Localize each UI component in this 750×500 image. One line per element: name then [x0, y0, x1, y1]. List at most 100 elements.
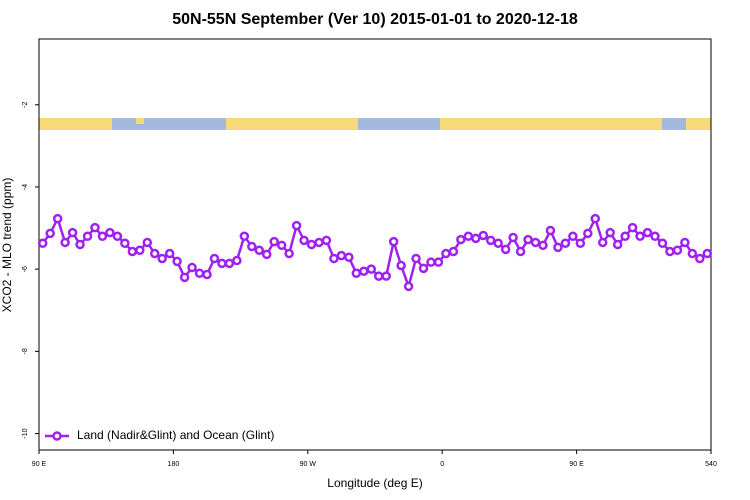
point — [642, 227, 653, 238]
point — [314, 237, 324, 248]
point — [67, 227, 78, 238]
legend-marker — [52, 431, 62, 441]
point — [299, 235, 309, 246]
y-tick-label: -8 — [22, 348, 29, 354]
point — [120, 238, 130, 249]
point — [583, 228, 593, 239]
y-tick-label: -6 — [22, 266, 29, 272]
point — [687, 248, 698, 259]
point — [590, 213, 601, 224]
land-ocean-band — [39, 118, 711, 130]
point — [276, 240, 287, 251]
point — [37, 238, 48, 249]
point — [568, 231, 578, 242]
point — [373, 271, 384, 281]
point — [239, 231, 250, 242]
point — [500, 244, 511, 255]
x-tick-label: 540 — [705, 461, 717, 468]
point — [254, 245, 265, 256]
point — [493, 238, 503, 249]
point — [381, 271, 391, 281]
point — [157, 253, 167, 264]
point — [680, 237, 690, 248]
point — [605, 227, 615, 238]
point — [202, 269, 212, 280]
point — [635, 231, 645, 242]
point — [560, 238, 571, 249]
point — [90, 222, 100, 233]
plot-frame — [38, 38, 712, 451]
point — [164, 248, 175, 259]
point — [194, 268, 205, 279]
point — [650, 231, 660, 242]
point — [135, 245, 145, 256]
x-tick-label: 180 — [168, 461, 180, 468]
point — [291, 220, 302, 231]
point — [672, 245, 683, 256]
point — [359, 266, 369, 276]
y-tick-label: -2 — [22, 102, 29, 108]
point — [336, 250, 347, 261]
point — [97, 231, 108, 242]
point — [597, 237, 608, 248]
point — [530, 237, 541, 248]
point — [448, 246, 459, 257]
point — [515, 246, 526, 257]
point — [388, 236, 399, 247]
point — [657, 238, 668, 249]
point — [485, 235, 496, 246]
y-tick-label: -4 — [22, 184, 29, 190]
point — [217, 258, 227, 269]
point — [321, 235, 332, 246]
land-band — [136, 118, 144, 124]
point — [306, 239, 317, 250]
point — [523, 234, 533, 245]
point — [627, 222, 638, 233]
y-axis-title: XCO2 - MLO trend (ppm) — [0, 178, 14, 313]
point — [142, 237, 153, 248]
point — [418, 263, 429, 274]
x-tick-label: 90 E — [569, 461, 584, 468]
legend-label: Land (Nadir&Glint) and Ocean (Glint) — [77, 428, 274, 442]
point — [411, 253, 421, 264]
point — [433, 257, 444, 267]
point — [247, 241, 257, 252]
point — [396, 260, 406, 271]
point — [224, 258, 235, 269]
point — [463, 231, 474, 242]
point — [179, 272, 190, 283]
point — [695, 253, 705, 264]
point — [82, 231, 93, 242]
point — [52, 213, 63, 224]
point — [105, 227, 115, 238]
point — [127, 246, 138, 257]
point — [471, 233, 481, 244]
point — [112, 231, 123, 242]
point — [232, 255, 242, 266]
point — [508, 232, 518, 243]
x-tick-label: 0 — [440, 461, 444, 468]
x-tick-label: 90 W — [300, 461, 317, 468]
point — [172, 256, 182, 267]
point — [366, 264, 377, 274]
point — [538, 240, 548, 251]
point — [60, 237, 70, 248]
point — [329, 253, 339, 264]
point — [545, 225, 556, 236]
point — [261, 249, 272, 260]
point — [620, 231, 630, 242]
point — [45, 228, 55, 239]
point — [351, 268, 362, 279]
point — [426, 257, 436, 267]
x-axis-title: Longitude (deg E) — [327, 476, 422, 490]
land-band — [440, 118, 662, 130]
point — [75, 239, 85, 250]
chart-title: 50N-55N September (Ver 10) 2015-01-01 to… — [172, 11, 578, 28]
point — [209, 253, 220, 264]
point — [456, 234, 466, 245]
point — [441, 248, 451, 259]
point — [612, 239, 623, 250]
point — [702, 248, 713, 259]
land-band — [39, 118, 112, 130]
